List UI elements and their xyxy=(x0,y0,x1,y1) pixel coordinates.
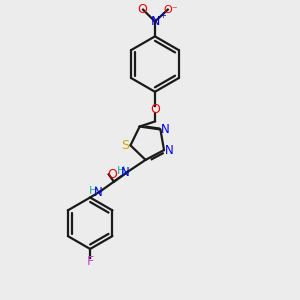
Text: O: O xyxy=(150,103,160,116)
Text: N: N xyxy=(122,166,130,179)
Text: H: H xyxy=(89,186,97,196)
Text: O: O xyxy=(137,3,147,16)
Text: +: + xyxy=(159,11,166,20)
Text: N: N xyxy=(150,15,160,28)
Text: N: N xyxy=(161,123,170,136)
Text: N: N xyxy=(165,144,173,157)
Text: S: S xyxy=(122,139,130,152)
Text: O: O xyxy=(108,168,118,181)
Text: O⁻: O⁻ xyxy=(164,4,178,15)
Text: H: H xyxy=(117,166,125,176)
Text: N: N xyxy=(94,186,102,199)
Text: F: F xyxy=(87,255,94,268)
